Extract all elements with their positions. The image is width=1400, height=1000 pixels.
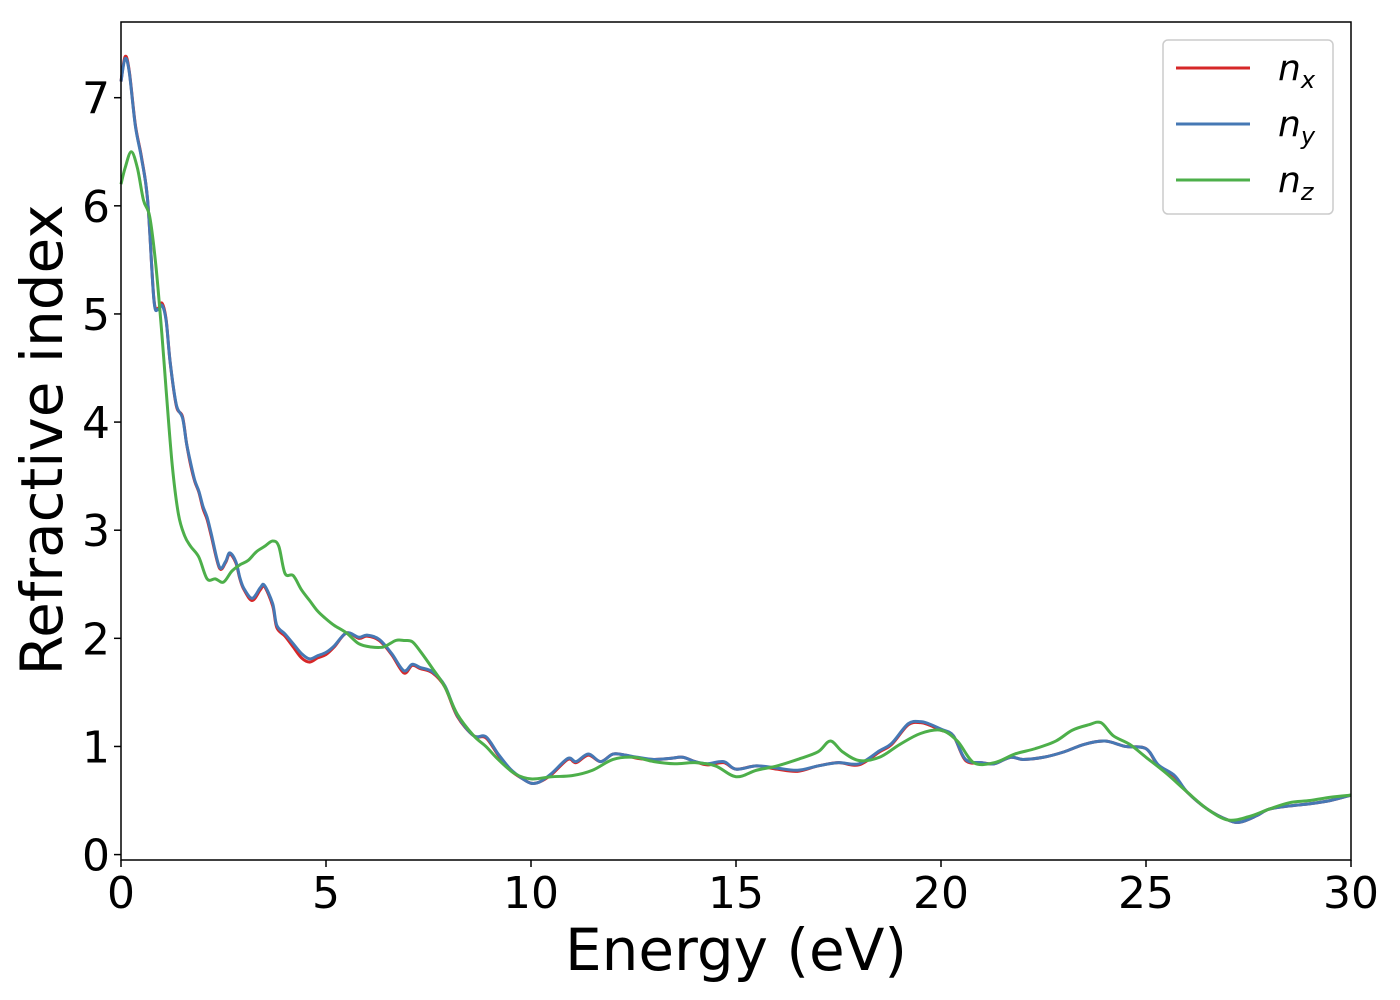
legend-label-base: n <box>1278 160 1301 201</box>
legend-label-x: nx <box>1278 48 1316 94</box>
x-tick-label: 20 <box>913 868 969 919</box>
x-tick-label: 15 <box>708 868 764 919</box>
plot-area <box>121 22 1351 860</box>
y-tick-label: 4 <box>82 398 110 449</box>
x-tick-label: 10 <box>503 868 559 919</box>
x-tick-label: 5 <box>312 868 340 919</box>
legend-label-subscript: x <box>1300 66 1316 94</box>
y-tick-label: 0 <box>82 831 110 882</box>
legend-label-base: n <box>1278 104 1301 145</box>
y-tick-label: 7 <box>82 74 110 125</box>
y-tick-label: 2 <box>82 614 110 665</box>
y-tick-label: 1 <box>82 722 110 773</box>
legend-label-z: nz <box>1278 160 1315 206</box>
series-layer <box>119 54 1352 824</box>
y-tick-label: 5 <box>82 290 110 341</box>
series-line-z <box>119 150 1352 822</box>
y-tick-label: 3 <box>82 506 110 557</box>
legend-label-subscript: y <box>1300 122 1316 150</box>
plot-background <box>121 22 1351 860</box>
legend-label-base: n <box>1278 48 1301 89</box>
x-axis-title: Energy (eV) <box>565 916 907 984</box>
y-tick-label: 6 <box>82 182 110 233</box>
legend-label-y: ny <box>1278 104 1316 150</box>
y-axis-title: Refractive index <box>8 204 76 675</box>
series-line-y <box>119 56 1352 824</box>
x-tick-label: 25 <box>1118 868 1174 919</box>
legend-label-subscript: z <box>1300 178 1315 206</box>
x-tick-label: 30 <box>1323 868 1379 919</box>
legend-frame <box>1162 39 1334 215</box>
x-tick-label: 0 <box>107 868 135 919</box>
ticks-layer: 0 5 10 15 20 25 30 0 1 2 3 4 5 6 7 <box>82 74 1379 919</box>
